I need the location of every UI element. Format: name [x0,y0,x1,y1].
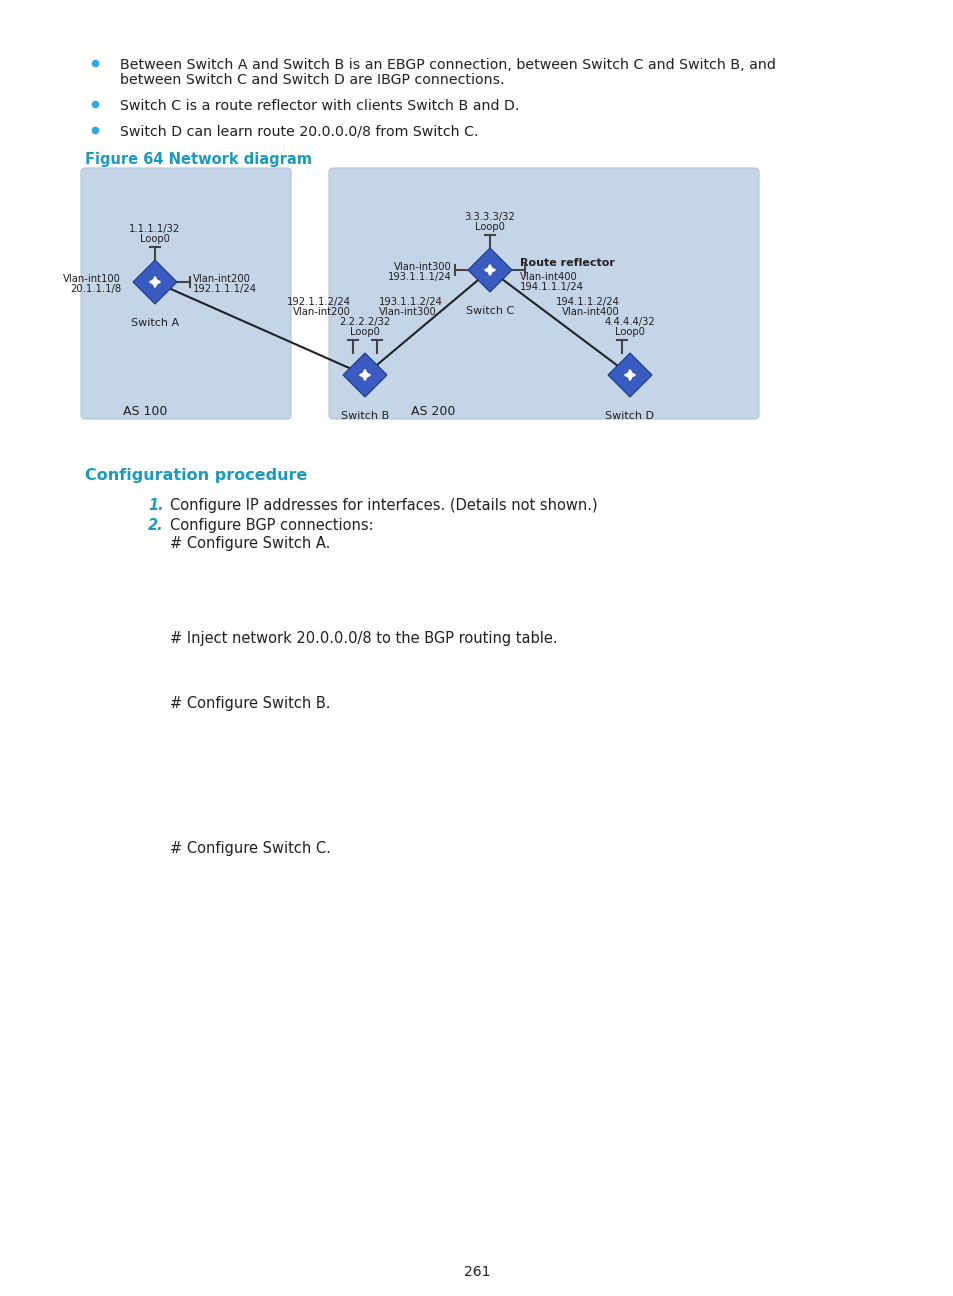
Text: Vlan-int400: Vlan-int400 [561,307,619,318]
Text: 1.1.1.1/32: 1.1.1.1/32 [130,224,180,235]
Text: AS 200: AS 200 [411,404,455,419]
Text: 3.3.3.3/32: 3.3.3.3/32 [464,213,515,222]
Text: # Configure Switch A.: # Configure Switch A. [170,537,330,551]
FancyBboxPatch shape [81,168,291,419]
Text: 2.2.2.2/32: 2.2.2.2/32 [339,318,390,327]
Text: Vlan-int300: Vlan-int300 [394,262,452,272]
Text: 4.4.4.4/32: 4.4.4.4/32 [604,318,655,327]
Text: Switch D can learn route 20.0.0.0/8 from Switch C.: Switch D can learn route 20.0.0.0/8 from… [120,124,478,139]
Text: 2.: 2. [148,518,164,533]
Text: Loop0: Loop0 [475,222,504,232]
Text: # Configure Switch B.: # Configure Switch B. [170,696,330,712]
Text: 194.1.1.2/24: 194.1.1.2/24 [556,297,619,307]
Text: Switch C is a route reflector with clients Switch B and D.: Switch C is a route reflector with clien… [120,98,518,113]
Text: Vlan-int300: Vlan-int300 [378,307,436,318]
Text: Vlan-int200: Vlan-int200 [193,273,251,284]
Text: 192.1.1.1/24: 192.1.1.1/24 [193,284,256,294]
Polygon shape [343,353,387,397]
Text: Loop0: Loop0 [350,327,379,337]
Polygon shape [483,264,496,276]
Text: Figure 64 Network diagram: Figure 64 Network diagram [85,152,312,167]
Polygon shape [358,369,371,381]
Text: Vlan-int200: Vlan-int200 [293,307,351,318]
Text: Switch C: Switch C [465,306,514,316]
Text: Switch A: Switch A [131,318,179,328]
Text: Configure BGP connections:: Configure BGP connections: [170,518,374,533]
FancyBboxPatch shape [329,168,759,419]
Text: Configuration procedure: Configuration procedure [85,468,307,483]
Text: 192.1.1.2/24: 192.1.1.2/24 [287,297,351,307]
Text: Vlan-int400: Vlan-int400 [519,272,578,283]
Polygon shape [132,260,177,305]
Text: between Switch C and Switch D are IBGP connections.: between Switch C and Switch D are IBGP c… [120,74,504,88]
Text: AS 100: AS 100 [123,404,168,419]
Text: 193.1.1.1/24: 193.1.1.1/24 [388,272,452,283]
Text: # Inject network 20.0.0.0/8 to the BGP routing table.: # Inject network 20.0.0.0/8 to the BGP r… [170,631,558,645]
Polygon shape [623,369,636,381]
Text: 261: 261 [463,1265,490,1279]
Text: 20.1.1.1/8: 20.1.1.1/8 [70,284,121,294]
Text: 193.1.1.2/24: 193.1.1.2/24 [378,297,442,307]
Polygon shape [149,276,161,288]
Text: Between Switch A and Switch B is an EBGP connection, between Switch C and Switch: Between Switch A and Switch B is an EBGP… [120,58,775,73]
Text: Switch D: Switch D [605,411,654,421]
Text: 1.: 1. [148,498,164,513]
Text: Configure IP addresses for interfaces. (Details not shown.): Configure IP addresses for interfaces. (… [170,498,597,513]
Text: Switch B: Switch B [340,411,389,421]
Text: # Configure Switch C.: # Configure Switch C. [170,841,331,855]
Text: 194.1.1.1/24: 194.1.1.1/24 [519,283,583,292]
Polygon shape [607,353,651,397]
Text: Loop0: Loop0 [615,327,644,337]
Text: Vlan-int100: Vlan-int100 [63,273,121,284]
Text: Route reflector: Route reflector [519,258,615,268]
Polygon shape [468,248,512,292]
Text: Loop0: Loop0 [140,235,170,244]
